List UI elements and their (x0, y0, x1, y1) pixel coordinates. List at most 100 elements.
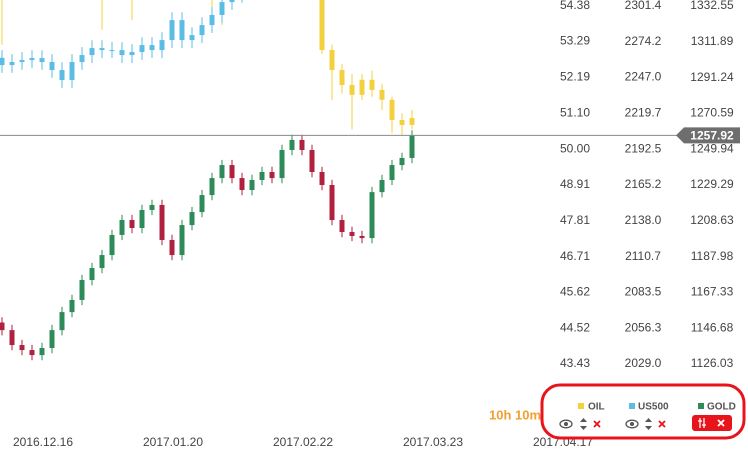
y-tick-label: 2110.7 (625, 249, 661, 263)
y-tick-label: 1270.59 (690, 106, 734, 120)
candle-body (329, 185, 335, 221)
legend-item: GOLD (692, 402, 736, 431)
candle-body (349, 85, 355, 95)
candle-body (189, 212, 195, 226)
candle-body (89, 268, 95, 281)
y-tick-label: 1146.68 (691, 320, 734, 334)
y-tick-label: 2138.0 (625, 213, 662, 227)
legend-panel: OIL US500 GOLD (540, 383, 746, 440)
candle-body (129, 52, 135, 56)
y-tick-label: 1229.29 (690, 177, 734, 191)
candle-body (259, 172, 265, 180)
candle-body (329, 50, 335, 70)
candle-body (149, 45, 155, 51)
eye-button[interactable] (559, 419, 573, 429)
candle-body (339, 69, 345, 86)
candle-body (379, 179, 385, 193)
candle-body (319, 0, 325, 51)
y-tick-label: 51.10 (560, 105, 590, 119)
candle-body (179, 20, 185, 41)
eye-button[interactable] (625, 419, 639, 429)
candle-body (229, 0, 235, 3)
y-tick-label: 2219.7 (625, 106, 662, 120)
legend-swatch (578, 403, 584, 409)
candle-body (49, 330, 55, 348)
candle-body (279, 149, 285, 179)
candle-body (0, 57, 5, 66)
candle-body (229, 165, 235, 179)
candle-body (69, 62, 75, 81)
candle-body (49, 62, 55, 71)
y-tick-label: 1187.98 (691, 249, 734, 263)
y-tick-label: 1249.94 (690, 141, 734, 155)
candle-body (249, 179, 255, 191)
candle-body (389, 99, 395, 121)
x-tick-label: 2017.02.22 (273, 435, 333, 449)
candle-body (399, 120, 405, 125)
candle-body (109, 50, 115, 52)
price-tag (676, 127, 740, 144)
candle-body (349, 231, 355, 236)
remove-button[interactable] (593, 420, 601, 428)
candle-body (409, 135, 415, 158)
legend-item: OIL (559, 402, 605, 430)
candle-series (0, 0, 243, 88)
candle-body (159, 204, 165, 240)
y-tick-label: 2247.0 (625, 70, 662, 84)
reorder-button[interactable] (580, 418, 587, 430)
y-tick-label: 1167.33 (691, 285, 734, 299)
candle-body (139, 45, 145, 53)
candle-body (169, 20, 175, 41)
y-tick-label: 44.52 (560, 320, 590, 334)
settings-button[interactable] (698, 418, 706, 428)
candle-body (219, 2, 225, 15)
y-tick-label: 1126.03 (691, 356, 734, 370)
candle-body (89, 48, 95, 56)
candle-series (0, 130, 415, 361)
y-tick-label: 47.81 (560, 213, 590, 227)
y-tick-label: 52.19 (560, 70, 590, 84)
remove-button[interactable] (658, 420, 666, 428)
candle-body (319, 172, 325, 186)
candle-body (69, 299, 75, 313)
candle-body (99, 255, 105, 269)
candle-body (369, 192, 375, 239)
candle-body (129, 220, 135, 229)
reorder-button[interactable] (645, 418, 652, 430)
price-line-group: 1257.92 (0, 127, 740, 144)
y-tick-label: 2192.5 (625, 141, 662, 155)
remove-button[interactable] (717, 419, 725, 427)
candle-body (99, 48, 105, 51)
candle-body (59, 70, 65, 81)
candle-body (159, 40, 165, 51)
candle-body (79, 55, 85, 63)
countdown: 10h 10m (489, 407, 541, 422)
candle-body (9, 330, 15, 346)
legend-swatch (698, 403, 704, 409)
active-buttons[interactable] (692, 415, 732, 431)
candle-body (289, 139, 295, 150)
y-tick-label: 1332.55 (690, 0, 734, 12)
candle-body (19, 345, 25, 351)
candle-body (239, 178, 245, 191)
candle-body (169, 239, 175, 256)
candle-body (79, 280, 85, 300)
y-tick-label: 2056.3 (625, 320, 662, 334)
y-tick-label: 50.00 (560, 141, 590, 155)
legend-item: US500 (625, 402, 669, 430)
candle-body (39, 347, 45, 356)
y-tick-label: 2029.0 (625, 356, 662, 370)
candle-body (389, 165, 395, 180)
y-tick-label: 1208.63 (690, 213, 734, 227)
y-tick-label: 43.43 (560, 356, 590, 370)
price-tag-label: 1257.92 (690, 129, 734, 143)
y-tick-label: 2083.5 (625, 285, 662, 299)
candle-body (309, 149, 315, 172)
y-tick-label: 45.62 (560, 285, 590, 299)
candle-body (59, 312, 65, 331)
legend-swatch (629, 403, 635, 409)
y-tick-label: 54.38 (560, 0, 590, 12)
candle-body (29, 58, 35, 61)
candle-body (109, 234, 115, 256)
